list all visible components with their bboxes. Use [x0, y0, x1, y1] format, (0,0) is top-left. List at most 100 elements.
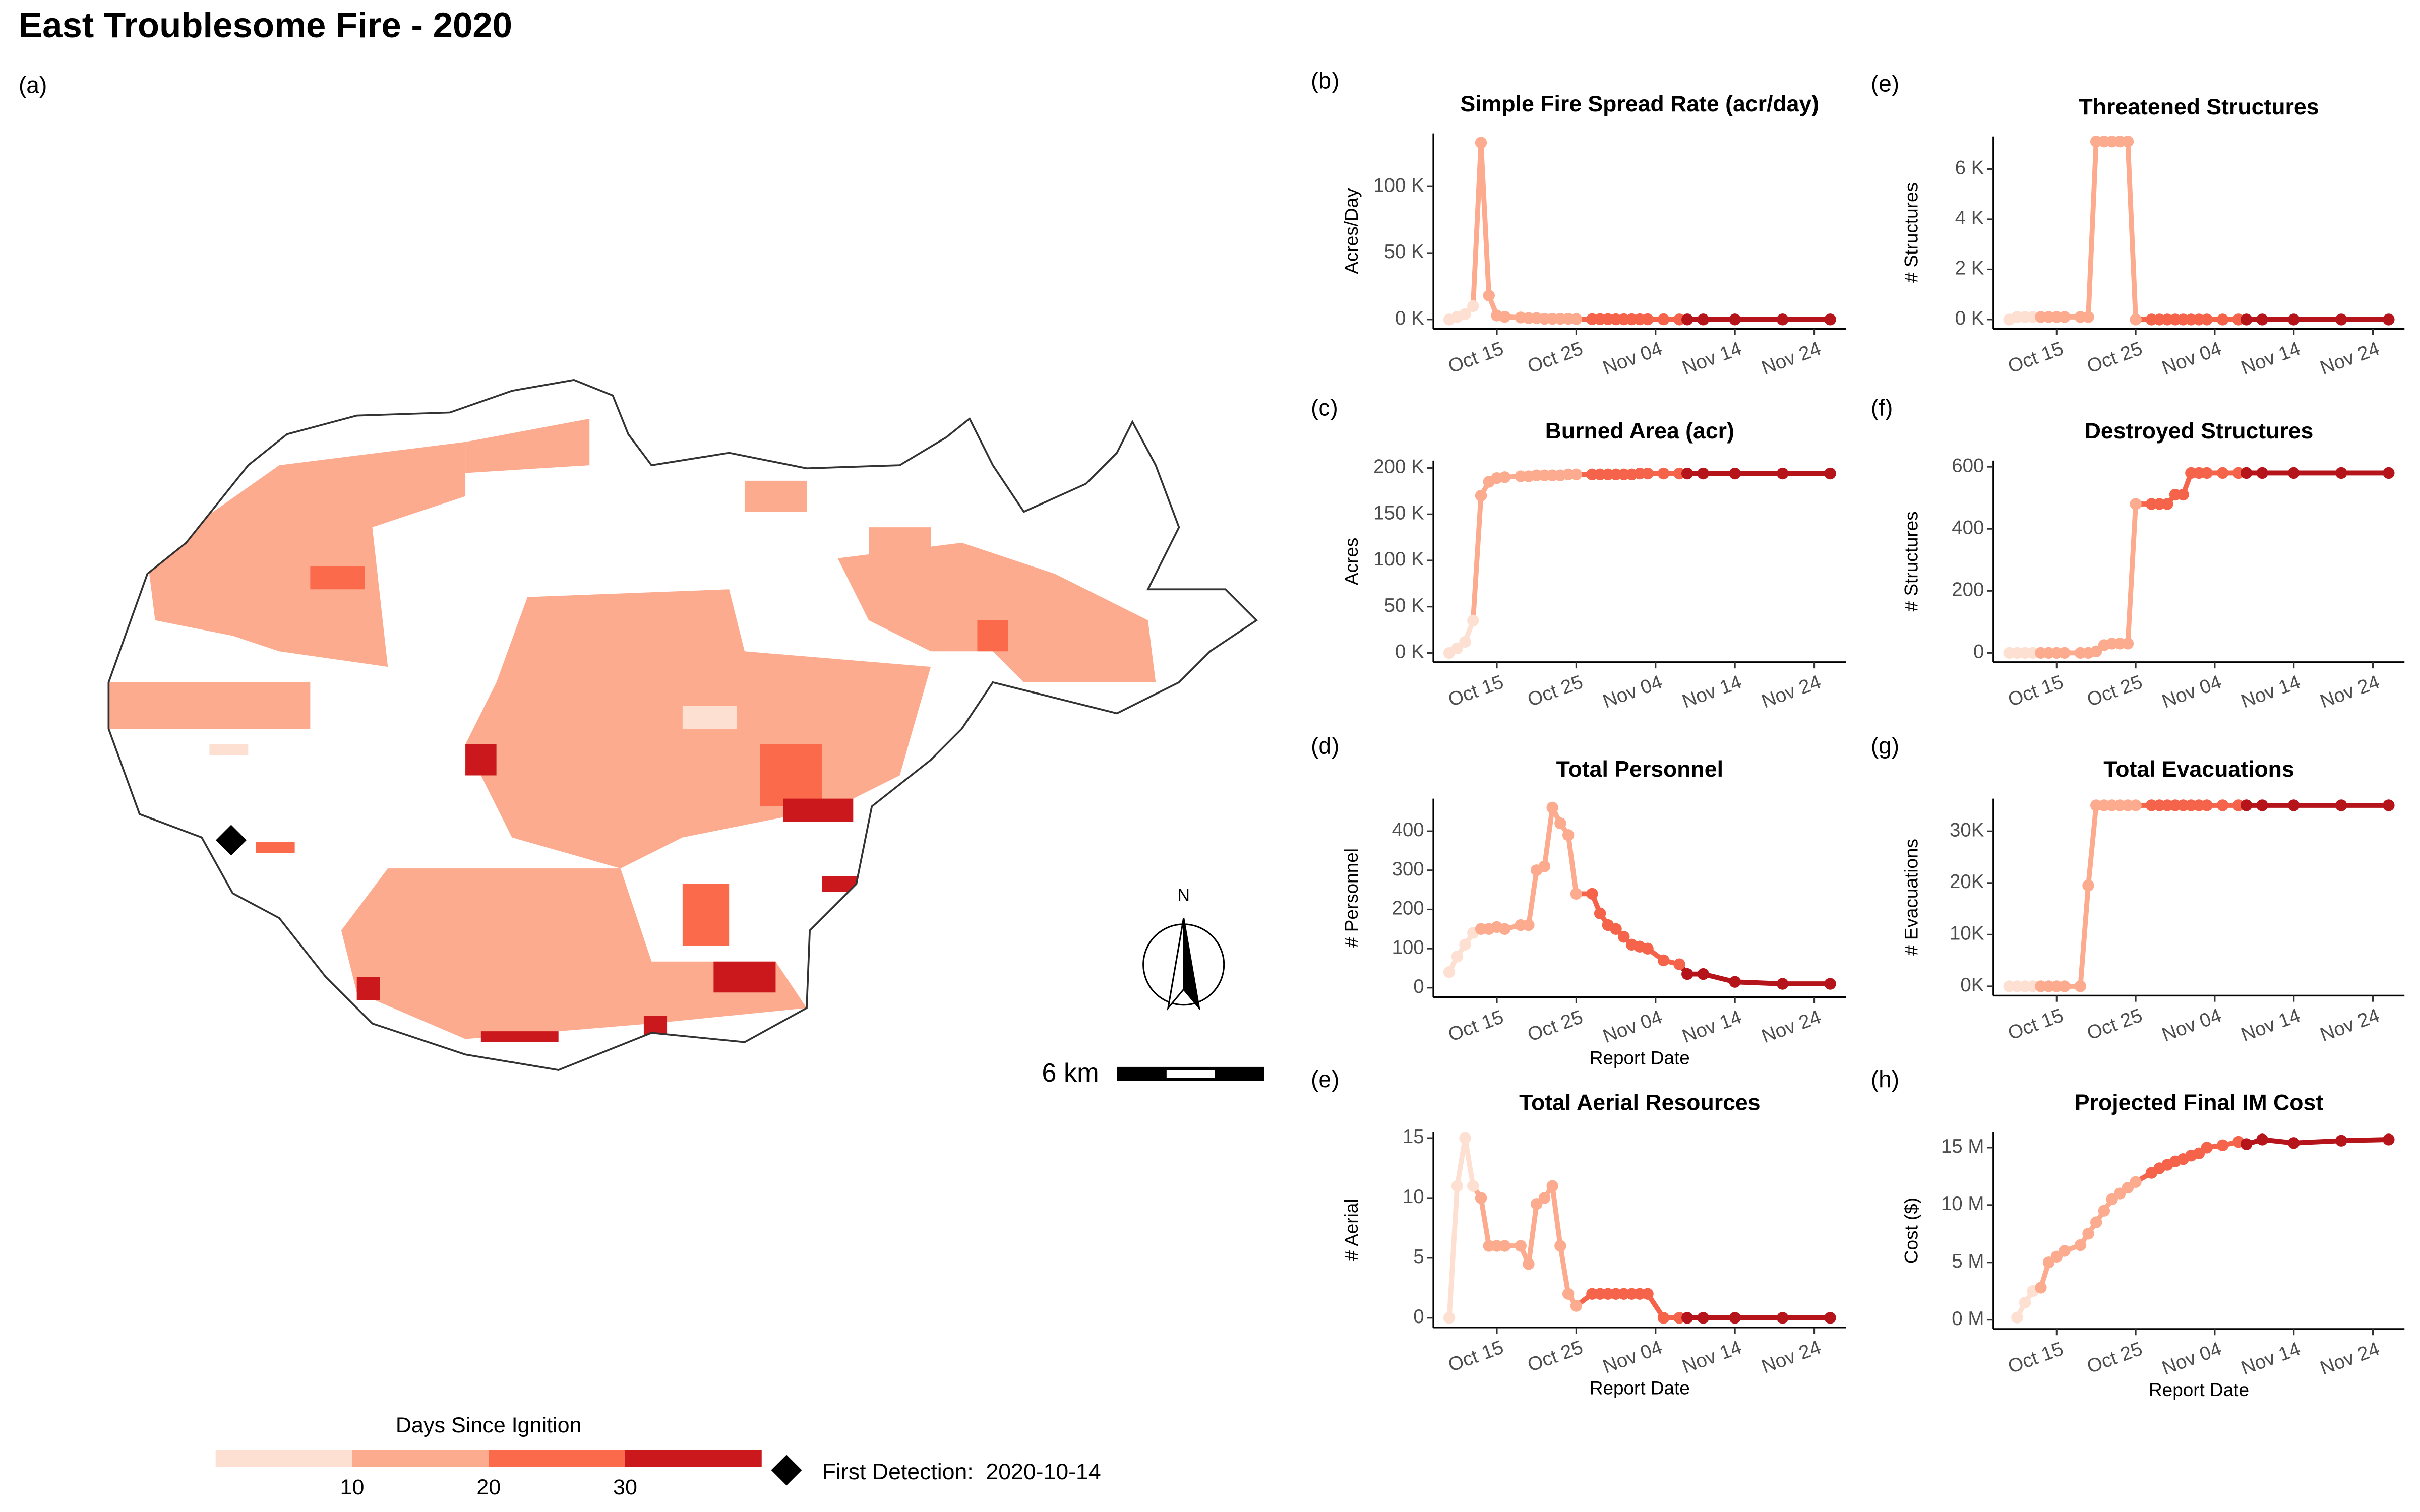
data-point — [1824, 1312, 1836, 1324]
line-segment — [1446, 1183, 1460, 1320]
x-tick-label: Oct 15 — [2005, 1338, 2066, 1378]
data-point — [1523, 1258, 1535, 1270]
chart-title: Total Evacuations — [2103, 757, 2294, 782]
line-segment — [2078, 883, 2091, 989]
x-tick-label: Nov 24 — [1759, 1336, 1824, 1377]
y-tick-label: 400 — [1392, 819, 1424, 841]
data-point — [2216, 799, 2229, 811]
x-tick-label: Nov 24 — [2317, 1338, 2382, 1379]
data-point — [1824, 978, 1836, 990]
data-point — [2082, 311, 2094, 323]
detection-label: First Detection: — [822, 1460, 974, 1484]
y-axis-title: Acres/Day — [1341, 188, 1362, 274]
panel-label: (b) — [1311, 67, 1339, 93]
chart-title: Burned Area (acr) — [1545, 419, 1734, 444]
x-tick-label: Nov 14 — [1679, 671, 1744, 712]
y-tick-label: 0 K — [1395, 307, 1424, 329]
data-point — [1776, 313, 1789, 326]
y-tick-label: 50 K — [1384, 595, 1424, 616]
data-point — [1697, 313, 1709, 326]
data-point — [1657, 467, 1670, 480]
x-tick-label: Oct 25 — [1525, 1006, 1586, 1046]
x-tick-label: Nov 24 — [2317, 1004, 2382, 1046]
line-segment — [1470, 493, 1484, 623]
legend-tick-label: 10 — [340, 1475, 365, 1499]
data-point — [2240, 1138, 2253, 1150]
data-point — [1475, 1192, 1487, 1204]
line-segment — [1732, 979, 1785, 986]
line-segment — [2125, 501, 2139, 646]
y-axis-title: # Structures — [1901, 182, 1922, 283]
data-point — [1570, 313, 1583, 325]
data-point — [1562, 829, 1575, 841]
line-segment — [2125, 139, 2139, 322]
y-tick-label: 5 M — [1952, 1250, 1984, 1272]
data-point — [2082, 879, 2094, 892]
y-tick-label: 0 K — [1955, 307, 1984, 329]
data-point — [1499, 471, 1511, 483]
y-tick-label: 300 — [1392, 858, 1424, 880]
data-point — [2383, 799, 2395, 811]
line-segment — [1463, 1136, 1476, 1189]
y-tick-label: 30K — [1950, 819, 1984, 841]
y-tick-label: 0 — [1413, 976, 1424, 997]
x-tick-label: Nov 24 — [1759, 671, 1824, 712]
data-point — [1594, 907, 1606, 919]
figure-title: East Troublesome Fire - 2020 — [19, 5, 512, 45]
data-point — [1610, 923, 1622, 935]
data-point — [1499, 1240, 1511, 1252]
legend-tick-label: 20 — [476, 1475, 501, 1499]
x-tick-label: Oct 15 — [1445, 671, 1506, 711]
data-point — [1776, 978, 1789, 990]
data-point — [1729, 467, 1741, 480]
x-tick-label: Nov 24 — [2317, 338, 2382, 379]
x-axis-title: Report Date — [2149, 1379, 2249, 1400]
data-point — [1642, 313, 1654, 326]
x-tick-label: Oct 25 — [1525, 338, 1586, 377]
north-label: N — [1177, 886, 1189, 905]
line-segment — [1526, 1201, 1539, 1267]
line-segment — [1526, 867, 1539, 928]
line-segment — [2086, 803, 2099, 888]
panel-label: (c) — [1311, 394, 1338, 420]
y-tick-label: 150 K — [1373, 502, 1424, 524]
data-point — [2335, 467, 2347, 479]
x-tick-label: Oct 25 — [2084, 1338, 2145, 1378]
x-tick-label: Nov 14 — [1679, 1006, 1744, 1047]
data-point — [1681, 313, 1693, 326]
data-point — [2059, 311, 2071, 323]
line-segment — [2291, 1138, 2344, 1146]
data-point — [1618, 931, 1630, 943]
y-tick-label: 100 K — [1373, 174, 1424, 196]
data-point — [1475, 137, 1487, 149]
data-point — [2335, 313, 2347, 326]
y-axis-title: # Evacuations — [1901, 839, 1922, 956]
x-tick-label: Nov 14 — [2238, 671, 2303, 712]
data-point — [2216, 313, 2229, 326]
x-tick-label: Nov 04 — [1600, 338, 1665, 379]
y-tick-label: 100 K — [1373, 548, 1424, 570]
y-axis-title: # Structures — [1901, 511, 1922, 611]
x-tick-label: Nov 04 — [2159, 338, 2224, 379]
y-tick-label: 0K — [1960, 974, 1984, 996]
x-tick-label: Oct 25 — [2084, 338, 2145, 377]
data-point — [1562, 1288, 1575, 1300]
y-tick-label: 10 M — [1941, 1193, 1984, 1215]
data-point — [2122, 136, 2134, 148]
data-point — [2288, 313, 2300, 326]
data-point — [2090, 1216, 2102, 1228]
data-point — [1443, 1312, 1456, 1324]
data-point — [2122, 638, 2134, 650]
line-segment — [1542, 805, 1555, 869]
scale-bar — [1117, 1066, 1264, 1081]
data-point — [1657, 954, 1670, 967]
x-tick-label: Nov 04 — [1600, 671, 1665, 712]
data-point — [1586, 888, 1598, 900]
panel-label: (a) — [19, 72, 47, 98]
x-tick-label: Nov 24 — [2317, 671, 2382, 712]
data-point — [1824, 313, 1836, 326]
legend-title: Days Since Ignition — [396, 1413, 582, 1437]
data-point — [2035, 1282, 2047, 1294]
data-point — [2256, 1133, 2268, 1146]
y-axis-title: Acres — [1341, 538, 1362, 585]
